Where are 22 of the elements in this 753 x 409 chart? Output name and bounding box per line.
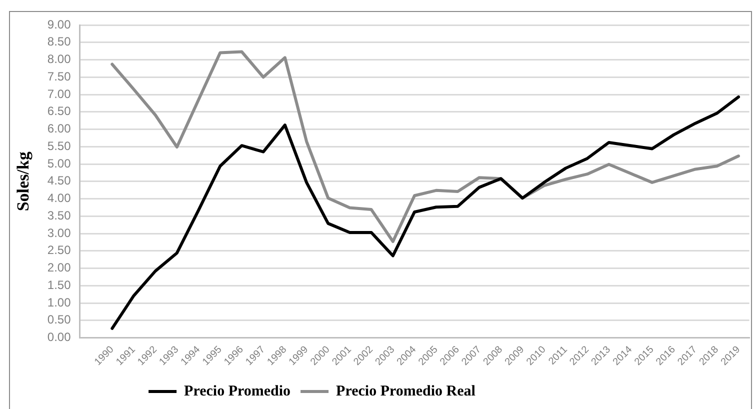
y-tick-label: 7.00 [47, 86, 72, 101]
y-axis-title: Soles/kg [14, 151, 33, 212]
y-tick-label: 7.50 [47, 69, 72, 84]
y-tick-label: 4.00 [47, 191, 72, 206]
legend-label: Precio Promedio Real [336, 383, 476, 400]
y-tick-label: 4.50 [47, 174, 72, 188]
y-tick-label: 8.00 [47, 52, 72, 66]
y-tick-label: 5.00 [47, 156, 72, 170]
y-tick-label: 6.50 [47, 104, 72, 118]
y-tick-label: 2.00 [47, 260, 72, 275]
y-tick-label: 3.00 [47, 226, 72, 240]
y-tick-label: 1.00 [47, 295, 72, 310]
y-tick-label: 3.50 [47, 208, 72, 222]
legend-label: Precio Promedio [184, 383, 291, 400]
y-tick-label: 6.00 [47, 122, 72, 136]
y-tick-label: 0.00 [47, 330, 72, 344]
y-tick-label: 8.50 [47, 34, 72, 49]
y-tick-label: 5.50 [47, 138, 72, 153]
y-tick-label: 1.50 [47, 278, 72, 292]
y-tick-label: 0.50 [47, 312, 72, 327]
y-tick-label: 9.00 [47, 17, 72, 32]
y-tick-label: 2.50 [47, 243, 72, 258]
